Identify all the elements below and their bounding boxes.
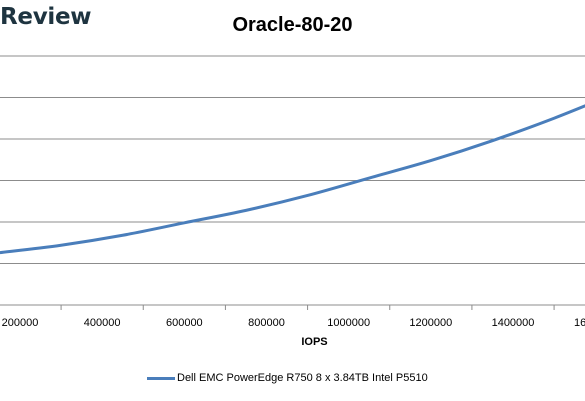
chart-title: Oracle-80-20 [0,14,585,37]
x-tick-labels: 200000 400000 600000 800000 1000000 1200000 14… [2,317,585,329]
x-tick-label: 1400000 [492,317,535,329]
gridlines [0,55,585,264]
x-tick-label: 16 [574,317,585,329]
legend-series-label: Dell EMC PowerEdge R750 8 x 3.84TB Intel… [177,372,428,384]
x-tick-label: 200000 [2,317,39,329]
x-axis-title: IOPS [0,336,585,348]
x-tick-label: 1000000 [327,317,370,329]
x-axis [0,304,585,310]
series-line [0,104,585,255]
x-axis-title-text: IOPS [301,336,328,348]
series-layer [0,104,585,255]
x-tick-label: 1200000 [409,317,452,329]
legend-swatch [147,376,175,380]
legend: Dell EMC PowerEdge R750 8 x 3.84TB Intel… [147,372,428,384]
x-tick-label: 800000 [248,317,285,329]
x-tick-label: 400000 [84,317,121,329]
brand-logo: Review [0,4,92,30]
x-tick-label: 600000 [166,317,203,329]
chart-title-text: Oracle-80-20 [232,14,353,36]
